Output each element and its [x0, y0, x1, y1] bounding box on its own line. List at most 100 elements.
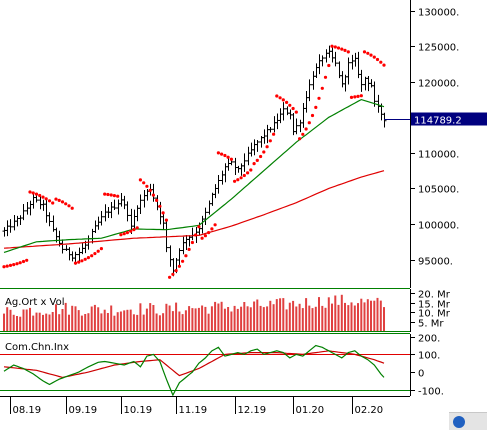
volume-bar [97, 307, 100, 332]
last-price-box [411, 112, 487, 126]
price-bar [304, 91, 309, 113]
price-y-tick-label: 95000. [418, 257, 453, 268]
price-y-tick: 125000. [410, 43, 459, 54]
cci-y-tick: 200. [410, 334, 440, 345]
psar-dot [41, 195, 45, 199]
price-bar [181, 236, 186, 255]
price-bar [346, 57, 351, 85]
price-bar [330, 46, 335, 63]
volume-bars [0, 294, 410, 332]
price-bar [135, 205, 140, 222]
psar-dot [333, 45, 337, 49]
chart-corner-control[interactable] [449, 412, 487, 430]
volume-bar [223, 308, 226, 332]
psar-dot [103, 192, 107, 196]
volume-bar [259, 305, 262, 332]
psar-dot [379, 60, 383, 64]
psar-dot [223, 153, 227, 158]
volume-bar [61, 309, 64, 332]
volume-bar [168, 305, 171, 332]
price-bar [184, 234, 189, 250]
volume-bar [155, 313, 158, 332]
x-tick: 11.19 [176, 397, 207, 416]
psar-dot [187, 247, 191, 251]
volume-bar [324, 307, 327, 332]
psar-dot [90, 254, 94, 258]
volume-bar [116, 312, 119, 332]
x-tick: 01.20 [293, 397, 324, 416]
cci-reference-lines [0, 354, 410, 391]
volume-bar [119, 311, 122, 332]
psar-dot [200, 236, 204, 240]
volume-bar [58, 314, 61, 332]
psar-dot [233, 179, 237, 183]
price-bar [99, 210, 104, 226]
psar-dot [70, 206, 74, 210]
price-bar [223, 163, 228, 183]
price-bar [298, 119, 303, 133]
price-y-tick-label: 120000. [418, 79, 459, 90]
volume-bar [51, 312, 54, 332]
psar-dot [220, 152, 224, 156]
cci-y-tick: 100. [410, 351, 440, 362]
price-bar [255, 139, 260, 152]
x-tick: 10.19 [121, 397, 152, 416]
psar-dot [44, 197, 48, 201]
price-y-tick: 100000. [410, 221, 459, 232]
price-bar [161, 211, 166, 230]
psar-dot [265, 145, 269, 149]
psar-dot [320, 86, 324, 90]
volume-bar [87, 313, 90, 332]
volume-bar [29, 307, 31, 332]
volume-bar [25, 309, 28, 332]
volume-bar [48, 314, 51, 332]
volume-bar [373, 300, 376, 332]
volume-bar [298, 303, 301, 332]
volume-bar [266, 306, 269, 332]
volume-bar [152, 305, 155, 332]
volume-bar [269, 300, 272, 332]
volume-bar [253, 301, 256, 332]
volume-bar [145, 308, 148, 332]
volume-y-tick: 15. Mr [410, 300, 451, 311]
psar-dot [181, 259, 185, 263]
volume-bar [191, 308, 194, 332]
volume-bar [84, 314, 87, 332]
price-bar [350, 54, 355, 70]
psar-dot [216, 151, 220, 155]
price-bar [44, 199, 49, 223]
psar-dot [2, 265, 6, 269]
volume-bar [279, 298, 282, 332]
volume-bar [347, 305, 350, 332]
volume-bar [366, 299, 369, 332]
price-bar [242, 153, 247, 172]
psar-dot [343, 48, 347, 53]
volume-bar [311, 308, 314, 332]
volume-bar [93, 304, 96, 332]
psar-dot [298, 137, 302, 141]
price-bar [262, 129, 267, 144]
cci-y-tick: 0 [410, 369, 424, 380]
price-bar [213, 184, 218, 199]
volume-bar [194, 308, 197, 332]
psar-dot [99, 247, 103, 251]
volume-bar [233, 305, 236, 332]
psar-dot [317, 96, 321, 100]
volume-y-tick-label: 10. Mr [418, 309, 451, 320]
psar-dot [57, 198, 61, 202]
psar-dot [207, 231, 211, 235]
price-bar [8, 219, 13, 233]
volume-y-tick: 5. Mr [410, 319, 444, 330]
price-bar [275, 113, 280, 130]
cci-panel: Com.Chn.Inx 200. 100. 0 -100. [0, 334, 444, 398]
cci-lines [3, 344, 385, 397]
volume-bar [295, 306, 298, 332]
volume-y-tick: 10. Mr [410, 309, 451, 320]
parabolic-sar-dots [2, 44, 386, 279]
price-bar [70, 251, 75, 262]
volume-panel-title: Ag.Ort x Vol [5, 297, 65, 308]
price-y-tick-label: 125000. [418, 43, 459, 54]
x-tick-label: 12.19 [238, 405, 267, 416]
volume-bar [175, 302, 178, 332]
